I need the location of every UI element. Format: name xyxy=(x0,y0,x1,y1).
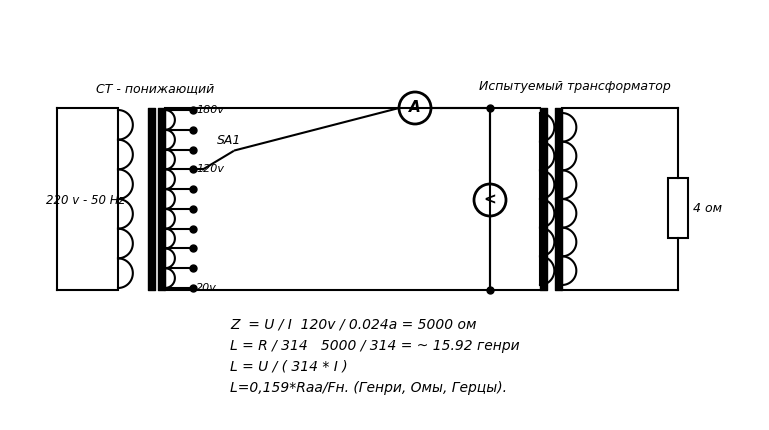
Text: L = R / 314   5000 / 314 = ~ 15.92 генри: L = R / 314 5000 / 314 = ~ 15.92 генри xyxy=(230,339,520,353)
Text: SA1: SA1 xyxy=(217,134,241,147)
Text: 4 ом: 4 ом xyxy=(693,202,722,215)
Text: Испытуемый трансформатор: Испытуемый трансформатор xyxy=(479,80,671,93)
Text: 220 v - 50 Hz: 220 v - 50 Hz xyxy=(45,194,125,206)
Bar xyxy=(668,178,688,238)
Text: L = U / ( 314 * I ): L = U / ( 314 * I ) xyxy=(230,360,348,374)
Text: Z  = U / I  120v / 0.024a = 5000 ом: Z = U / I 120v / 0.024a = 5000 ом xyxy=(230,318,477,332)
Text: СТ - понижающий: СТ - понижающий xyxy=(96,82,214,95)
Text: L=0,159*Raa/Fн. (Генри, Омы, Герцы).: L=0,159*Raa/Fн. (Генри, Омы, Герцы). xyxy=(230,381,507,395)
Text: 120v: 120v xyxy=(196,164,224,174)
Text: 20v: 20v xyxy=(196,283,217,293)
Text: A: A xyxy=(409,101,421,116)
Text: <: < xyxy=(484,193,496,208)
Text: 180v: 180v xyxy=(196,105,224,115)
